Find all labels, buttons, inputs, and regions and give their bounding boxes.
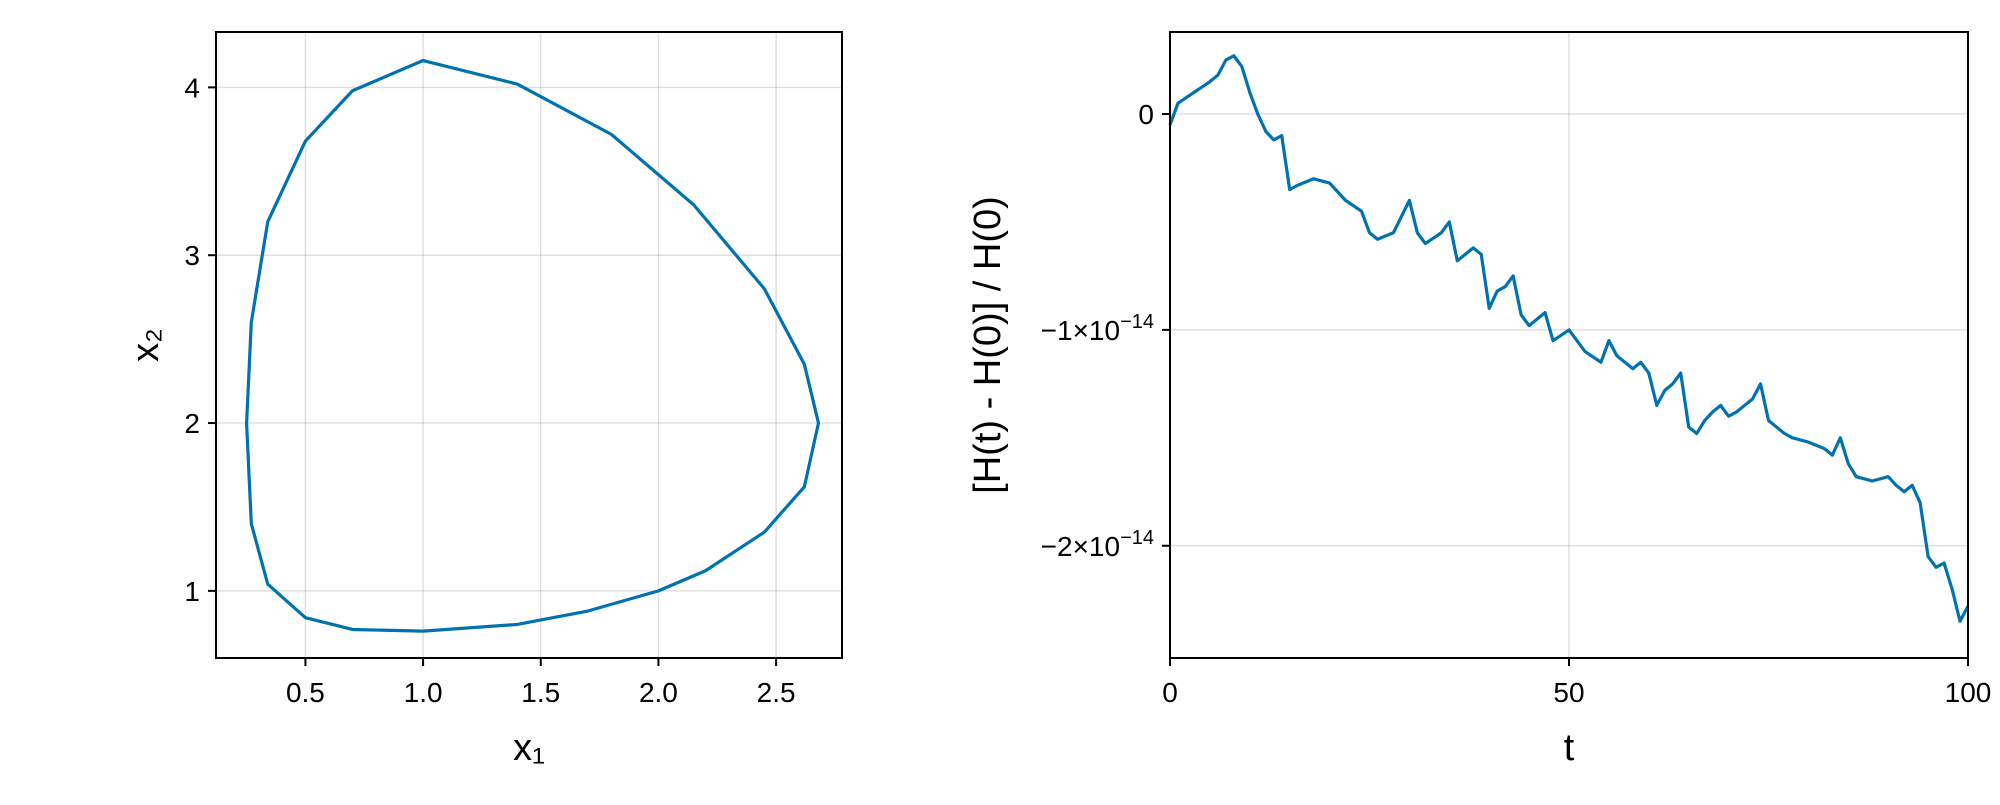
x-tick-label: 2.0 bbox=[639, 677, 678, 708]
x-axis-label: x₁ bbox=[513, 727, 545, 769]
x-tick-label: 50 bbox=[1553, 677, 1584, 708]
y-tick-label-base: −1×10 bbox=[1041, 315, 1120, 346]
y-tick-label: 3 bbox=[184, 240, 200, 271]
x-tick-label: 0 bbox=[1162, 677, 1178, 708]
y-tick-label: −2×10−14 bbox=[1041, 527, 1154, 562]
y-tick-label-exponent: −14 bbox=[1120, 311, 1154, 333]
y-tick-label-base: 0 bbox=[1138, 99, 1154, 130]
y-tick-label: 2 bbox=[184, 408, 200, 439]
x-tick-label: 2.5 bbox=[757, 677, 796, 708]
y-axis-label: [H(t) - H(0)] / H(0) bbox=[967, 196, 1009, 494]
y-axis-label: x₂ bbox=[125, 328, 167, 362]
y-tick-label: 1 bbox=[184, 576, 200, 607]
x-tick-label: 0.5 bbox=[286, 677, 325, 708]
plot-frame bbox=[215, 31, 843, 659]
y-tick-label: −1×10−14 bbox=[1041, 311, 1154, 346]
x-tick-label: 1.5 bbox=[521, 677, 560, 708]
x-tick-label: 100 bbox=[1945, 677, 1992, 708]
phase-portrait-chart: 0.5 1.0 1.5 2.0 2.5 1 2 3 4 x₁ x₂ bbox=[125, 31, 843, 769]
x-axis-label: t bbox=[1564, 727, 1575, 769]
x-tick-label: 1.0 bbox=[404, 677, 443, 708]
series-line bbox=[1168, 54, 1970, 623]
y-tick-label: 4 bbox=[184, 72, 200, 103]
y-tick-label-base: −2×10 bbox=[1041, 531, 1120, 562]
series-line bbox=[244, 58, 821, 633]
y-tick-label-exponent: −14 bbox=[1120, 527, 1154, 549]
y-tick-label: 0 bbox=[1138, 99, 1154, 130]
